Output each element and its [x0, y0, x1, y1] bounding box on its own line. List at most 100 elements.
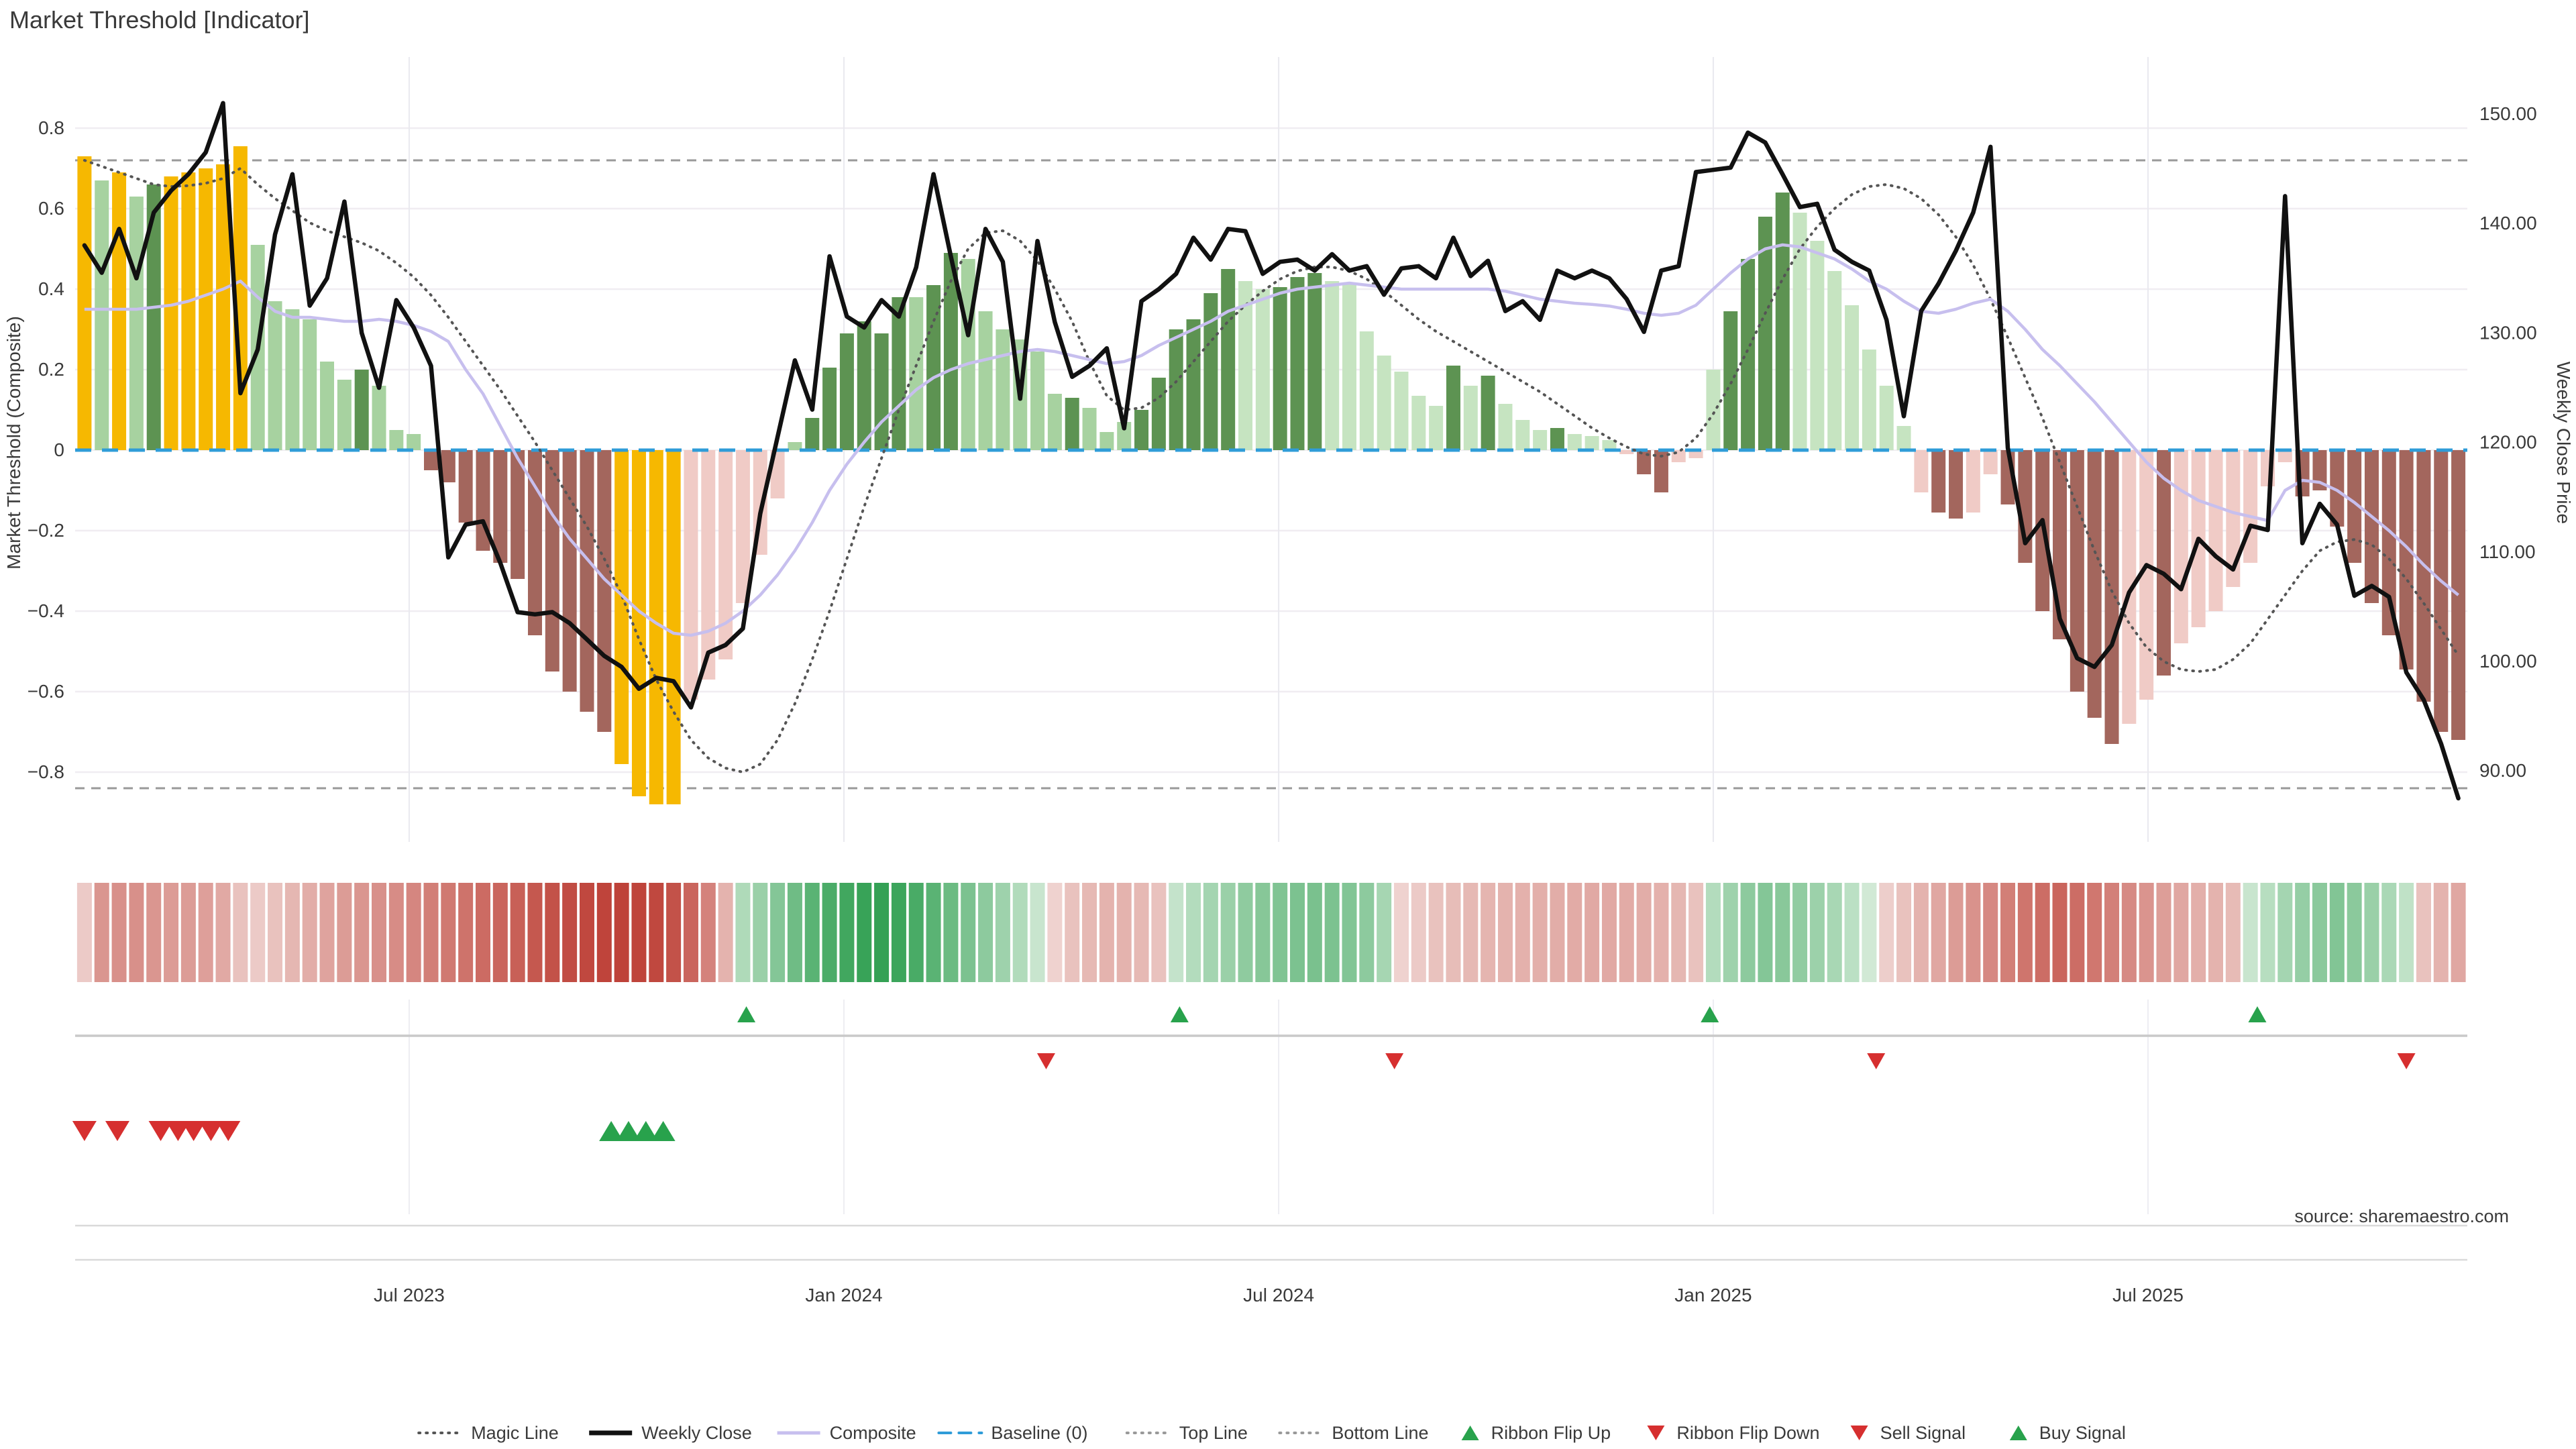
- ribbon-cell: [510, 883, 525, 982]
- bar: [1567, 434, 1582, 450]
- ribbon-cell: [1082, 883, 1097, 982]
- bar: [839, 333, 854, 450]
- buy-signal-marker: [616, 1121, 641, 1141]
- bar: [2087, 450, 2102, 718]
- weekly-close-line: [82, 101, 2461, 801]
- bar: [666, 450, 681, 804]
- ribbon-cell: [2174, 883, 2189, 982]
- legend-triangle-up-icon: [2009, 1426, 2027, 1440]
- left-tick-label: −0.6: [28, 681, 64, 702]
- bar: [1810, 241, 1825, 450]
- ribbon-cell: [337, 883, 352, 982]
- bar: [788, 442, 802, 450]
- bar: [1117, 422, 1132, 450]
- bar: [181, 172, 196, 450]
- ribbon-cell: [545, 883, 560, 982]
- bar: [441, 450, 455, 482]
- bar: [389, 430, 404, 450]
- bar: [718, 450, 733, 659]
- bar: [458, 450, 473, 523]
- ribbon-cell: [1896, 883, 1912, 982]
- ribbon-cell: [1012, 883, 1028, 982]
- bar: [1966, 450, 1980, 513]
- ribbon-cell: [1377, 883, 1392, 982]
- x-tick-label: Jul 2025: [2112, 1285, 2184, 1305]
- ribbon-cell: [111, 883, 127, 982]
- ribbon-cell: [458, 883, 474, 982]
- ribbon-cell: [735, 883, 751, 982]
- ribbon-cell: [666, 883, 682, 982]
- magic-line: [83, 159, 2460, 774]
- ribbon-cell: [2052, 883, 2068, 982]
- bar: [1654, 450, 1668, 492]
- source-note: source: sharemaestro.com: [2294, 1206, 2509, 1226]
- ribbon-cell: [961, 883, 976, 982]
- bar: [1671, 450, 1686, 462]
- ribbon-cell: [372, 883, 387, 982]
- ribbon-cell: [1047, 883, 1063, 982]
- ribbon-cell: [1359, 883, 1375, 982]
- ribbon-cell: [146, 883, 162, 982]
- ribbon-cell: [527, 883, 543, 982]
- left-axis-label: Market Threshold (Composite): [3, 316, 24, 570]
- bar: [2364, 450, 2379, 603]
- ribbon-cell: [2433, 883, 2449, 982]
- legend-label: Magic Line: [471, 1423, 559, 1443]
- ribbon-cell: [1550, 883, 1565, 982]
- composite-line: [84, 243, 2460, 637]
- bar: [909, 297, 924, 450]
- ribbon-cell: [1619, 883, 1634, 982]
- bar: [1325, 281, 1340, 450]
- ribbon-cell: [1446, 883, 1461, 982]
- ribbon-cell: [164, 883, 179, 982]
- bar: [2208, 450, 2223, 611]
- bar: [1983, 450, 1998, 474]
- bar: [1446, 366, 1460, 450]
- legend-label: Top Line: [1179, 1423, 1248, 1443]
- bar: [1342, 283, 1356, 450]
- legend: Magic Line Weekly Close Composite Baseline …: [417, 1423, 2126, 1443]
- bar: [978, 311, 993, 450]
- ribbon-flip-down-marker: [1385, 1053, 1404, 1069]
- ribbon-cell: [2312, 883, 2327, 982]
- bar: [337, 380, 352, 450]
- legend-item-ribbon-flip-down: Ribbon Flip Down: [1647, 1423, 1820, 1443]
- ribbon-cell: [649, 883, 664, 982]
- ribbon-flip-up-marker: [1170, 1006, 1189, 1022]
- ribbon-cell: [1030, 883, 1045, 982]
- bar: [2157, 450, 2171, 676]
- bar: [1862, 350, 1876, 450]
- bar: [1792, 213, 1807, 450]
- bar: [1238, 281, 1253, 450]
- bar: [562, 450, 577, 692]
- bar: [1394, 372, 1409, 450]
- right-tick-label: 140.00: [2479, 213, 2537, 233]
- bar: [1481, 376, 1495, 450]
- buy-signal-marker: [633, 1121, 658, 1141]
- bar: [1741, 259, 1756, 450]
- ribbon-cell: [406, 883, 421, 982]
- ribbon-cell: [215, 883, 231, 982]
- ribbon-cell: [1913, 883, 1929, 982]
- ribbon-cell: [1273, 883, 1288, 982]
- bar: [996, 329, 1010, 450]
- left-tick-label: −0.8: [28, 761, 64, 782]
- ribbon-cell: [475, 883, 490, 982]
- ribbon-cell: [233, 883, 248, 982]
- left-tick-label: 0: [54, 439, 64, 460]
- bar: [2122, 450, 2137, 724]
- ribbon-cell: [76, 883, 92, 982]
- bar: [1221, 269, 1236, 450]
- ribbon-flip-down-marker: [2397, 1053, 2416, 1069]
- sell-signal-marker: [72, 1121, 97, 1141]
- bar: [285, 309, 300, 450]
- bar: [1290, 277, 1305, 450]
- legend-item-weekly-close: Weekly Close: [589, 1423, 752, 1443]
- ribbon-cell: [1636, 883, 1652, 982]
- ribbon-cell: [180, 883, 196, 982]
- ribbon-cell: [1844, 883, 1860, 982]
- bar: [216, 164, 231, 450]
- bar: [1047, 394, 1062, 450]
- ribbon-cell: [1342, 883, 1357, 982]
